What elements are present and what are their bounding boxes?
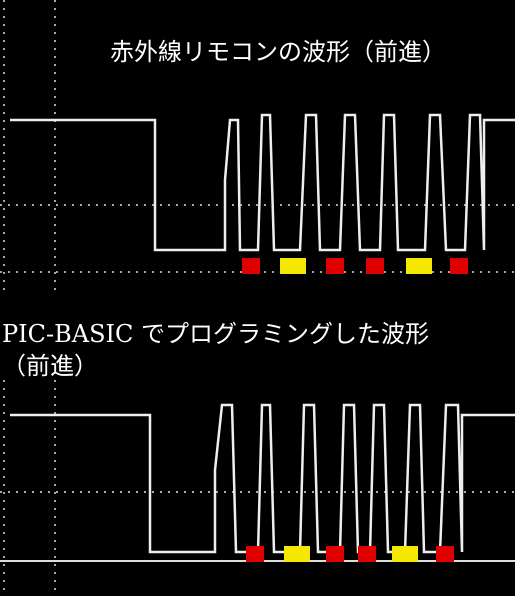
top-markers	[242, 258, 468, 274]
page: 赤外線リモコンの波形（前進） PIC-BASIC でプログラミングした波形 （前…	[0, 0, 515, 596]
top-title: 赤外線リモコンの波形（前進）	[110, 32, 446, 67]
bottom-waveform	[10, 405, 515, 552]
bottom-title-line2: （前進）	[2, 346, 98, 381]
bottom-title-line1: PIC-BASIC でプログラミングした波形	[2, 314, 429, 349]
bottom-grid	[0, 380, 515, 596]
scope-screens	[0, 0, 515, 596]
top-waveform	[10, 115, 515, 250]
